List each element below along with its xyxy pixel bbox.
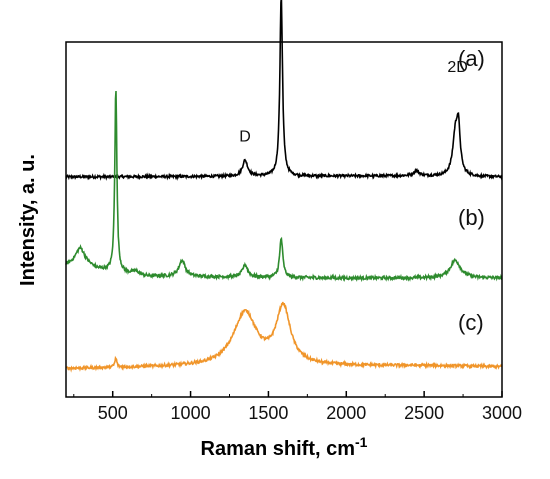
series-label: (a) <box>458 46 485 71</box>
x-tick-label: 2500 <box>404 403 444 423</box>
x-tick-label: 1000 <box>171 403 211 423</box>
x-tick-label: 3000 <box>482 403 522 423</box>
y-axis-title: Intensity, a. u. <box>17 154 39 286</box>
series-label: (c) <box>458 310 484 335</box>
spectrum-curves <box>65 0 503 373</box>
peak-label: 2D <box>447 59 467 76</box>
series-panel-labels: (a) (b) (c) <box>458 46 485 335</box>
x-tick-label: 500 <box>98 403 128 423</box>
peak-label: D <box>239 128 251 145</box>
series-line <box>65 0 503 181</box>
x-tick-label: 2000 <box>326 403 366 423</box>
x-axis-title: Raman shift, cm-1 <box>201 434 368 460</box>
x-axis-ticks: 500 1000 1500 2000 2500 3000 <box>73 391 522 423</box>
peak-annotations: DG2D <box>239 59 468 145</box>
series-line <box>65 90 503 283</box>
series-line <box>65 301 503 373</box>
series-label: (b) <box>458 205 485 230</box>
x-tick-label: 1500 <box>248 403 288 423</box>
plot-frame <box>65 41 503 398</box>
